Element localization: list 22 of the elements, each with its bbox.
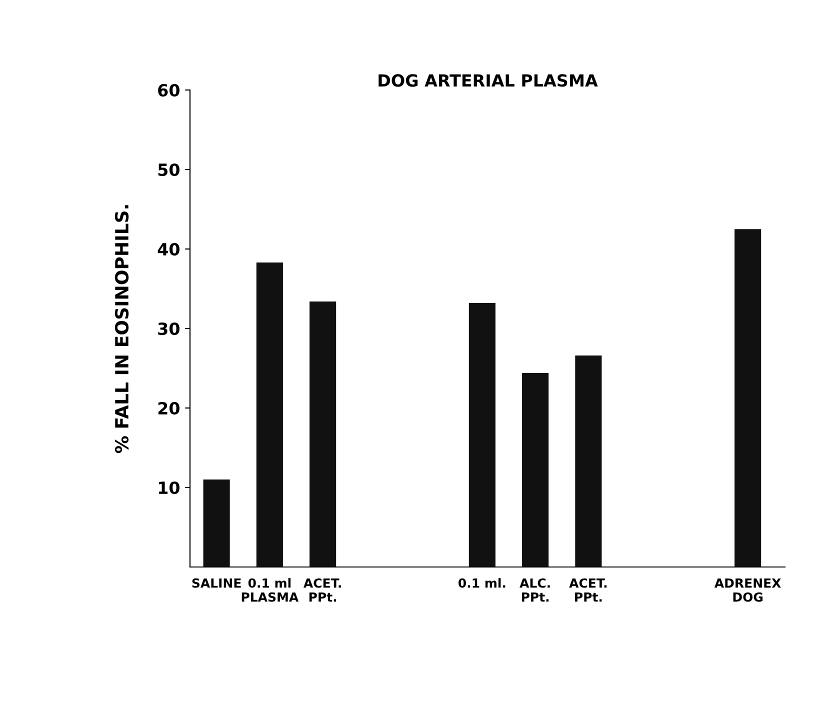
y-axis-title: % FALL IN EOSINOPHILS.	[114, 205, 129, 454]
x-tick-label: SALINE	[192, 578, 241, 588]
x-tick-label: ACET. PPt.	[303, 578, 341, 602]
y-tick-label: 40	[158, 242, 180, 256]
bar	[522, 373, 549, 567]
bar	[203, 480, 230, 567]
bar	[575, 356, 602, 567]
y-tick-label: 60	[158, 84, 180, 97]
y-tick-label: 10	[158, 481, 180, 494]
y-tick-label: 30	[158, 322, 180, 336]
bar	[468, 303, 496, 567]
bar	[256, 262, 283, 567]
x-tick-label: ALC. PPt.	[520, 578, 550, 602]
x-tick-label: 0.1 ml.	[458, 578, 506, 588]
bar	[734, 229, 762, 567]
chart-title: DOG ARTERIAL PLASMA	[378, 74, 598, 87]
y-tick-label: 20	[158, 402, 180, 415]
x-tick-label: 0.1 ml PLASMA	[242, 578, 299, 602]
x-tick-label: ADRENEX DOG	[714, 578, 781, 602]
bar	[310, 301, 336, 567]
x-tick-label: ACET. PPt.	[569, 578, 607, 602]
y-tick-label: 50	[158, 163, 180, 176]
